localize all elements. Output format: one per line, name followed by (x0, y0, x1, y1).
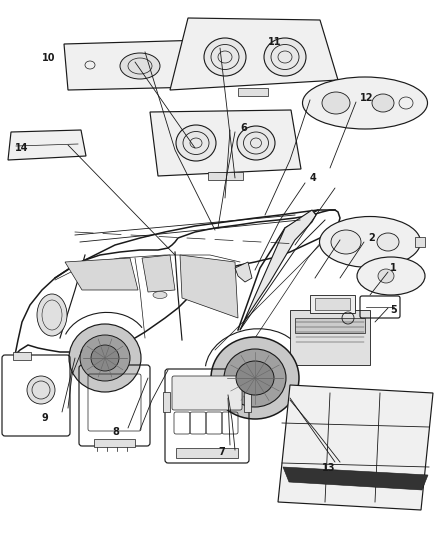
Polygon shape (278, 385, 433, 510)
Text: 5: 5 (390, 305, 397, 315)
Bar (310, 295, 355, 313)
Bar (244, 392, 251, 412)
Ellipse shape (357, 257, 425, 295)
Text: 2: 2 (368, 233, 375, 243)
Text: 7: 7 (218, 447, 225, 457)
Text: 4: 4 (310, 173, 317, 183)
Ellipse shape (322, 92, 350, 114)
Bar (415, 237, 425, 247)
Ellipse shape (80, 335, 130, 381)
Ellipse shape (27, 376, 55, 404)
Bar (208, 172, 243, 180)
Text: 9: 9 (42, 413, 49, 423)
Ellipse shape (319, 216, 420, 268)
Ellipse shape (224, 349, 286, 407)
Ellipse shape (303, 77, 427, 129)
FancyBboxPatch shape (172, 376, 242, 410)
Polygon shape (8, 130, 86, 160)
Text: 14: 14 (14, 143, 28, 153)
Text: 11: 11 (268, 37, 282, 47)
Bar (290, 310, 370, 365)
Ellipse shape (176, 125, 216, 161)
Bar (13, 352, 31, 360)
Ellipse shape (372, 94, 394, 112)
Text: 13: 13 (322, 463, 336, 473)
Ellipse shape (37, 294, 67, 336)
Bar (295, 318, 365, 333)
Polygon shape (150, 110, 301, 176)
Bar (94, 439, 135, 447)
Ellipse shape (153, 292, 167, 298)
Bar (176, 448, 238, 458)
Polygon shape (240, 210, 316, 330)
Ellipse shape (237, 126, 275, 160)
Polygon shape (180, 255, 238, 318)
Polygon shape (65, 258, 138, 290)
Bar (238, 88, 268, 96)
Text: 12: 12 (360, 93, 374, 103)
Ellipse shape (236, 361, 274, 395)
Ellipse shape (377, 233, 399, 251)
Polygon shape (235, 262, 252, 282)
Polygon shape (170, 18, 338, 90)
Polygon shape (15, 210, 340, 355)
Ellipse shape (120, 53, 160, 79)
Text: 8: 8 (112, 427, 119, 437)
Ellipse shape (264, 38, 306, 76)
Bar (163, 392, 170, 412)
Ellipse shape (211, 337, 299, 419)
Polygon shape (283, 467, 428, 490)
Text: 6: 6 (240, 123, 247, 133)
Ellipse shape (69, 324, 141, 392)
Polygon shape (142, 255, 175, 292)
Ellipse shape (378, 269, 394, 283)
Ellipse shape (204, 38, 246, 76)
Bar (315, 298, 350, 310)
Text: 1: 1 (390, 263, 397, 273)
Polygon shape (64, 40, 205, 90)
Text: 10: 10 (42, 53, 55, 63)
Ellipse shape (331, 230, 361, 254)
Ellipse shape (91, 345, 119, 371)
